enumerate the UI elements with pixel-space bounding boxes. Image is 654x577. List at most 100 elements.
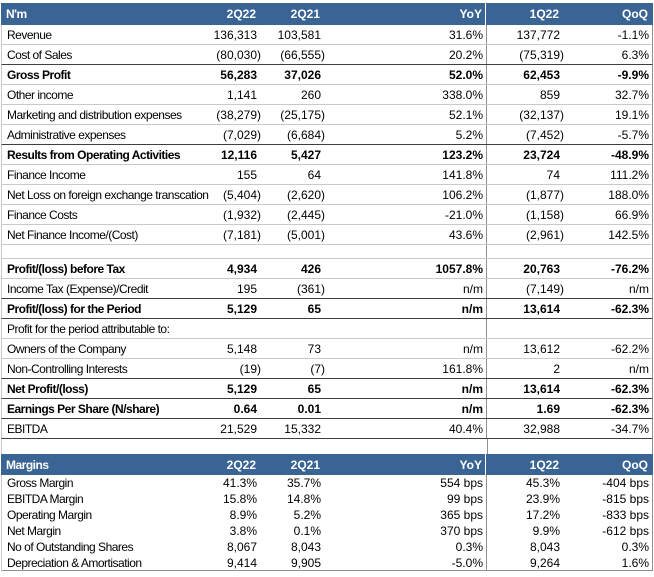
value-cell: -48.9% bbox=[610, 147, 649, 162]
value-cell: 56,283 bbox=[220, 67, 257, 82]
row-label: Net Margin bbox=[7, 524, 61, 538]
column-header: 1Q22 bbox=[529, 7, 559, 21]
value-cell: (7,452) bbox=[525, 127, 564, 142]
value-cell: 141.8% bbox=[328, 165, 487, 184]
value-cell: 554 bps bbox=[328, 475, 487, 491]
value-cell: 0.3% bbox=[621, 540, 649, 554]
row-label: Finance Costs bbox=[7, 207, 78, 222]
row-label: Gross Margin bbox=[7, 476, 74, 490]
row-label: Operating Margin bbox=[7, 508, 92, 522]
table-row: Gross Margin 41.3% 35.7% 554 bps 45.3% -404 b… bbox=[1, 475, 653, 491]
value-cell: (1,877) bbox=[525, 187, 564, 202]
value-cell: 73 bbox=[307, 341, 321, 356]
table-row: Net Profit/(loss) 5,129 65 n/m 13,614 -62.3% bbox=[1, 379, 653, 399]
value-cell: 5.2% bbox=[328, 125, 487, 144]
value-cell: 99 bps bbox=[328, 491, 487, 507]
row-label: EBITDA Margin bbox=[7, 492, 84, 506]
value-cell: -34.7% bbox=[610, 421, 649, 436]
table-row: Profit/(loss) before Tax 4,934 426 1057.8% 2… bbox=[1, 259, 653, 279]
value-cell bbox=[180, 319, 264, 338]
value-cell: 370 bps bbox=[328, 523, 487, 539]
value-cell: -404 bps bbox=[602, 476, 649, 490]
value-cell: 20.2% bbox=[328, 45, 487, 64]
value-cell: n/m bbox=[328, 299, 487, 318]
value-cell: 45.3% bbox=[525, 476, 560, 490]
table-row: Profit for the period attributable to: bbox=[1, 319, 653, 339]
value-cell: -815 bps bbox=[602, 492, 649, 506]
table-row: EBITDA 21,529 15,332 40.4% 32,988 -34.7% bbox=[1, 419, 653, 439]
column-header: 2Q21 bbox=[290, 7, 320, 21]
value-cell: (7) bbox=[310, 361, 325, 376]
value-cell bbox=[264, 245, 328, 258]
value-cell: 111.2% bbox=[610, 167, 649, 182]
table-row: Non-Controlling Interests (19) (7) 161.8% 2 n… bbox=[1, 359, 653, 379]
value-cell: 0.1% bbox=[293, 524, 321, 538]
table-row: Revenue 136,313 103,581 31.6% 137,772 -1.1% bbox=[1, 25, 653, 45]
value-cell: n/m bbox=[628, 361, 649, 376]
row-label: EBITDA bbox=[7, 421, 48, 436]
value-cell: -62.2% bbox=[610, 341, 649, 356]
table-row: Cost of Sales (80,030) (66,555) 20.2% (75,31… bbox=[1, 45, 653, 65]
value-cell: 6.3% bbox=[621, 47, 649, 62]
row-label: Profit/(loss) for the Period bbox=[7, 301, 142, 316]
value-cell: 3.8% bbox=[229, 524, 257, 538]
value-cell: 23,724 bbox=[523, 147, 560, 162]
value-cell: -62.3% bbox=[610, 401, 649, 416]
row-label bbox=[2, 245, 180, 258]
row-label: Depreciation & Amortisation bbox=[7, 555, 142, 570]
value-cell: 23.9% bbox=[525, 492, 560, 506]
value-cell: 17.2% bbox=[525, 508, 560, 522]
table-row: Depreciation & Amortisation 9,414 9,905 -5.… bbox=[1, 555, 653, 571]
value-cell: 12,116 bbox=[220, 147, 257, 162]
value-cell: (5,001) bbox=[286, 227, 325, 242]
value-cell: 37,026 bbox=[284, 67, 321, 82]
table-row: Operating Margin 8.9% 5.2% 365 bps 17.2% -833… bbox=[1, 507, 653, 523]
value-cell: -612 bps bbox=[602, 524, 649, 538]
value-cell: 1.6% bbox=[621, 555, 649, 570]
row-label: No of Outstanding Shares bbox=[7, 540, 134, 554]
value-cell: 0.01 bbox=[297, 401, 321, 416]
table-row: Administrative expenses (7,029) (6,684) 5.2… bbox=[1, 125, 653, 145]
value-cell: (6,684) bbox=[286, 127, 325, 142]
value-cell: 859 bbox=[539, 87, 560, 102]
value-cell: 5,129 bbox=[226, 381, 257, 396]
value-cell: 1057.8% bbox=[328, 259, 487, 278]
value-cell: 13,612 bbox=[523, 341, 560, 356]
value-cell: 426 bbox=[300, 261, 321, 276]
table-row: Profit/(loss) for the Period 5,129 65 n/m 13… bbox=[1, 299, 653, 319]
value-cell: (75,319) bbox=[519, 47, 564, 62]
value-cell: 35.7% bbox=[286, 476, 321, 490]
row-label: Net Finance Income/(Cost) bbox=[7, 227, 138, 242]
value-cell: (1,932) bbox=[222, 207, 261, 222]
value-cell: 5,129 bbox=[226, 301, 257, 316]
value-cell: 66.9% bbox=[614, 207, 649, 222]
value-cell bbox=[328, 245, 487, 258]
value-cell: 1.69 bbox=[536, 401, 560, 416]
column-header: YoY bbox=[327, 3, 486, 25]
table-row: Earnings Per Share (N/share) 0.64 0.01 n/m 1… bbox=[1, 399, 653, 419]
value-cell: 5,148 bbox=[226, 341, 257, 356]
value-cell: 123.2% bbox=[328, 145, 487, 164]
table-title-cell: N'm bbox=[6, 7, 27, 21]
value-cell: (32,137) bbox=[519, 107, 564, 122]
value-cell: 0.3% bbox=[328, 539, 487, 555]
value-cell: 8,043 bbox=[290, 540, 321, 554]
value-cell: 1,141 bbox=[226, 87, 257, 102]
value-cell: 0.64 bbox=[233, 401, 257, 416]
value-cell bbox=[487, 245, 567, 258]
table-row: Finance Income 155 64 141.8% 74 111.2% bbox=[1, 165, 653, 185]
value-cell: 8,043 bbox=[529, 540, 560, 554]
value-cell bbox=[180, 245, 264, 258]
row-label: Revenue bbox=[7, 27, 52, 42]
value-cell: 21,529 bbox=[220, 421, 257, 436]
value-cell: 161.8% bbox=[328, 359, 487, 378]
value-cell: -76.2% bbox=[610, 261, 649, 276]
value-cell: (66,555) bbox=[280, 47, 325, 62]
value-cell: 8.9% bbox=[229, 508, 257, 522]
column-header: QoQ bbox=[622, 7, 648, 21]
row-label: Gross Profit bbox=[7, 67, 71, 82]
table-row: Finance Costs (1,932) (2,445) -21.0% (1,158)… bbox=[1, 205, 653, 225]
value-cell: 32.7% bbox=[614, 87, 649, 102]
value-cell: 13,614 bbox=[523, 301, 560, 316]
header-row: N'm 2Q22 2Q21 YoY 1Q22 QoQ bbox=[1, 3, 653, 25]
